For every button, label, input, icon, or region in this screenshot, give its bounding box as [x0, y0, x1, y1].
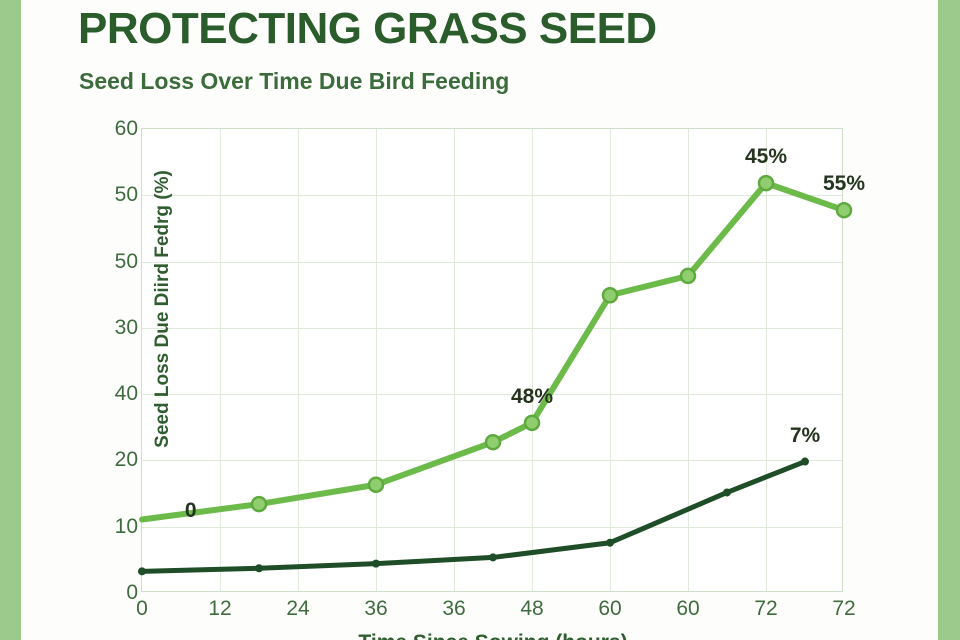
page-title: PROTECTING GRASS SEED [78, 4, 657, 53]
data-point-marker [489, 553, 497, 562]
data-point-marker [138, 567, 146, 576]
x-axis-tick-label: 0 [136, 597, 148, 620]
data-point-marker [484, 433, 502, 451]
gridline-horizontal [142, 327, 842, 329]
data-point-marker [523, 414, 541, 432]
data-point-marker [801, 457, 809, 466]
left-accent-bar [0, 0, 21, 640]
x-axis-tick-label: 48 [520, 597, 544, 620]
data-point-marker [367, 476, 385, 493]
series-line-1 [139, 180, 847, 523]
data-point-marker [723, 488, 731, 497]
data-point-marker [250, 495, 268, 513]
gridline-vertical [532, 129, 533, 591]
y-axis-tick-label: 30 [114, 315, 138, 339]
data-point-label: 7% [789, 423, 821, 447]
series-lines [138, 174, 853, 576]
x-axis-tick-label: 72 [832, 597, 856, 620]
x-axis-tick-label: 36 [364, 597, 388, 620]
data-point-marker [601, 287, 619, 304]
y-axis-tick-label: 0 [126, 581, 138, 604]
y-axis-tick-label: 50 [114, 249, 138, 273]
y-axis-tick-label: 10 [114, 514, 138, 538]
plot-area: 0 10 20 40 30 50 50 60 0 12 24 36 36 48 60 60 72 72 0 48%… [115, 117, 865, 640]
data-point-marker [835, 201, 853, 219]
gridline-horizontal [142, 195, 842, 197]
gridline-horizontal [142, 526, 842, 528]
x-axis-tick-label: 72 [754, 597, 778, 620]
x-axis-tick-label: 60 [598, 597, 622, 620]
data-point-marker [372, 559, 380, 568]
gridline-vertical [688, 129, 689, 591]
data-point-marker [757, 174, 775, 192]
right-accent-bar [938, 0, 960, 640]
data-point-label: 55% [822, 172, 866, 196]
x-axis-tick-label: 12 [208, 597, 232, 620]
x-axis-title: Time Since Sowing (hours) [142, 631, 844, 640]
data-point-marker [606, 538, 614, 547]
y-axis-tick-label: 20 [114, 448, 138, 472]
gridline-vertical [454, 129, 455, 591]
data-point-label: 48% [510, 384, 554, 408]
gridline-vertical [298, 129, 299, 591]
y-axis-tick-label: 40 [114, 382, 138, 406]
gridline-horizontal [142, 460, 842, 462]
x-axis-tick-label: 24 [286, 597, 310, 620]
gridline-vertical [376, 129, 377, 591]
data-point-label: 0 [184, 499, 197, 523]
gridline-horizontal [142, 394, 842, 396]
gridline-vertical [220, 129, 221, 591]
page-subtitle: Seed Loss Over Time Due Bird Feeding [79, 68, 510, 94]
y-axis-tick-label: 50 [114, 183, 138, 207]
chart-card: PROTECTING GRASS SEED Seed Loss Over Tim… [21, 0, 938, 640]
gridline-horizontal [142, 261, 842, 263]
y-axis-title: Seed Loss Due Diird Fedrg (%) [152, 170, 173, 448]
data-point-label: 45% [744, 145, 788, 169]
y-axis-tick-label: 60 [114, 117, 138, 140]
series-line-2 [139, 459, 808, 574]
x-axis-tick-label: 60 [676, 597, 700, 620]
gridline-vertical [766, 129, 767, 591]
x-axis-tick-label: 36 [442, 597, 466, 620]
data-point-marker [255, 564, 263, 573]
gridline-vertical [610, 129, 611, 591]
data-point-marker [679, 267, 697, 285]
